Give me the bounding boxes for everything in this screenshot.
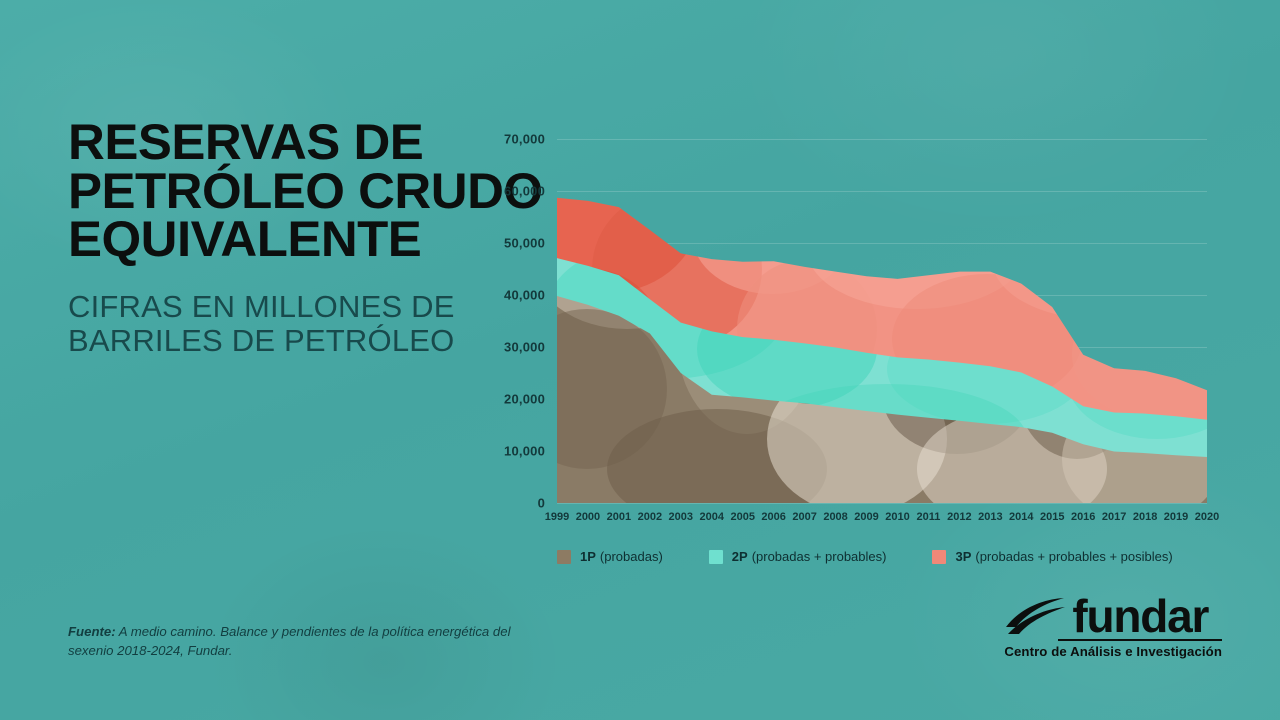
page-title: RESERVAS DE PETRÓLEO CRUDO EQUIVALENTE (68, 114, 543, 267)
x-axis-label: 2005 (730, 511, 755, 523)
x-axis-label: 2008 (823, 511, 848, 523)
x-axis-label: 2017 (1101, 511, 1127, 523)
fundar-wordmark: fundar (1072, 590, 1209, 643)
plot-area: 0 10,000 20,000 30,000 40,000 50,000 60,000 70,… (504, 132, 1219, 524)
x-axis-label: 1999 (544, 511, 570, 523)
x-axis-label: 2020 (1194, 511, 1220, 523)
x-axis-label: 2010 (885, 511, 910, 523)
source-note: Fuente: A medio camino. Balance y pendie… (68, 622, 538, 660)
title-line-3: EQUIVALENTE (68, 211, 422, 267)
source-text: A medio camino. Balance y pendientes de … (68, 624, 511, 659)
fundar-tagline: Centro de Análisis e Investigación (1004, 644, 1222, 659)
title-line-2: PETRÓLEO CRUDO (68, 162, 543, 219)
x-axis-label: 2016 (1070, 511, 1096, 523)
x-axis-label: 2003 (668, 511, 694, 523)
fundar-swoosh-icon (1006, 598, 1066, 634)
y-axis-label: 20,000 (504, 391, 545, 407)
x-axis-label: 2000 (575, 511, 601, 523)
x-axis-label: 2006 (761, 511, 786, 523)
x-axis-label: 2018 (1132, 511, 1158, 523)
legend-item[interactable]: 3P (probadas + probables + posibles) (932, 549, 1173, 564)
y-gridline (557, 243, 1207, 244)
area-series-1p (557, 296, 1207, 503)
legend-label: 3P (probadas + probables + posibles) (955, 549, 1173, 564)
x-axis-label: 2009 (854, 511, 879, 523)
x-axis-label: 2019 (1163, 511, 1189, 523)
subtitle-line-1: CIFRAS EN MILLONES DE (68, 288, 455, 324)
legend-swatch-3p (932, 549, 947, 564)
chart-container: 0 10,000 20,000 30,000 40,000 50,000 60,000 70,… (495, 118, 1235, 588)
legend-swatch-2p (708, 549, 723, 564)
y-axis-label: 50,000 (504, 235, 545, 251)
fundar-logo: fundar Centro de Análisis e Investigació… (1004, 590, 1222, 659)
x-axis-label: 2015 (1039, 511, 1065, 523)
legend-swatch-1p (557, 549, 571, 564)
legend-label: 1P (probadas) (580, 549, 663, 564)
y-axis-label: 60,000 (504, 183, 545, 199)
y-axis-label: 70,000 (504, 131, 545, 147)
stacked-area-series (557, 197, 1207, 503)
x-axis-label: 2007 (792, 511, 817, 523)
y-gridline (557, 191, 1207, 192)
x-axis-label: 2002 (637, 511, 663, 523)
y-gridline (557, 503, 1207, 504)
legend-item[interactable]: 2P (probadas + probables) (708, 549, 887, 564)
legend-item[interactable]: 1P (probadas) (557, 549, 663, 564)
x-axis-label: 2001 (606, 511, 632, 523)
y-axis-label: 10,000 (504, 443, 545, 459)
chart-legend: 1P (probadas) 2P (probadas + probables) 3P (p… (557, 549, 1173, 564)
x-axis-label: 2014 (1009, 511, 1034, 523)
x-axis-label: 2013 (978, 511, 1003, 523)
y-axis-label: 30,000 (504, 339, 545, 355)
source-label: Fuente: (68, 624, 116, 639)
headline-block: RESERVAS DE PETRÓLEO CRUDO EQUIVALENTE C… (68, 117, 543, 359)
y-axis-label: 0 (537, 495, 545, 511)
x-axis-label: 2012 (947, 511, 972, 523)
title-line-1: RESERVAS DE (68, 114, 424, 170)
logo-divider (1058, 639, 1222, 641)
legend-label: 2P (probadas + probables) (731, 549, 887, 564)
subtitle-line-2: BARRILES DE PETRÓLEO (68, 323, 455, 359)
x-axis-label: 2004 (699, 511, 724, 523)
y-gridline (557, 139, 1207, 140)
y-axis-label: 40,000 (504, 287, 545, 303)
page-subtitle: CIFRAS EN MILLONES DE BARRILES DE PETRÓL… (68, 288, 478, 359)
x-axis-label: 2011 (916, 511, 941, 523)
